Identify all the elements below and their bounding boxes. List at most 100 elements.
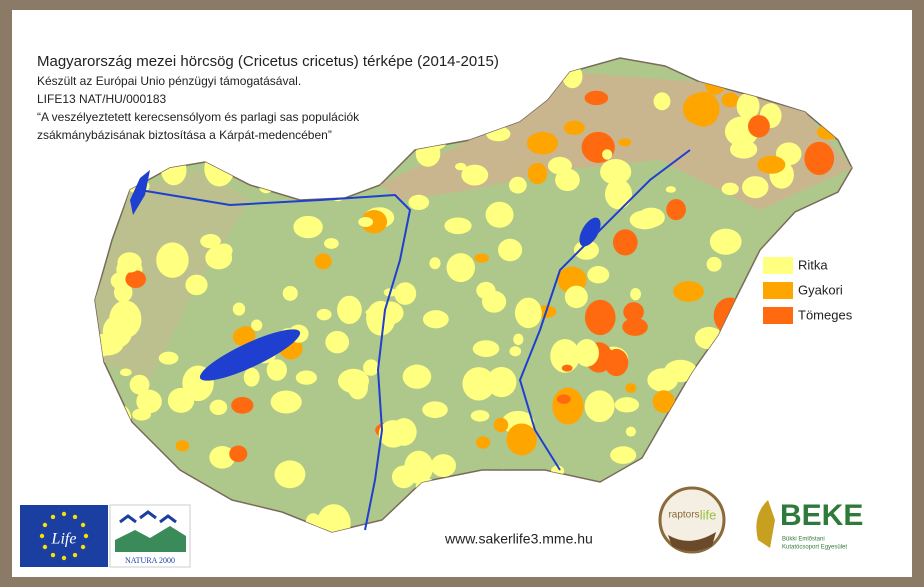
eu-star <box>80 544 86 550</box>
occurrence-area <box>430 454 456 478</box>
occurrence-area <box>378 420 408 448</box>
occurrence-area <box>555 168 580 192</box>
occurrence-area <box>706 256 722 272</box>
occurrence-area <box>757 155 786 174</box>
legend-label: Ritka <box>798 257 828 272</box>
occurrence-area <box>604 178 633 210</box>
tisza <box>518 149 691 471</box>
occurrence-area <box>120 368 132 377</box>
natura-birds <box>119 510 177 524</box>
subtitle-line: LIFE13 NAT/HU/000183 <box>37 92 167 106</box>
raptors-logo <box>658 486 726 554</box>
legend-label: Gyakori <box>798 282 843 297</box>
occurrence-area <box>209 445 236 469</box>
subtitle-line: zsákmánybázisának biztosítása a Kárpát-m… <box>37 128 332 142</box>
beke-text: BEKE <box>780 499 863 532</box>
occurrence-area <box>200 234 221 249</box>
occurrence-area <box>361 209 388 234</box>
occurrence-area <box>493 417 509 433</box>
occurrence-area <box>175 440 190 452</box>
occurrence-area <box>429 257 441 270</box>
occurrence-area <box>132 408 151 421</box>
eu-star <box>61 511 67 517</box>
eu-star <box>72 552 78 558</box>
occurrence-area <box>709 228 742 255</box>
occurrence-area <box>600 159 632 185</box>
life-logo-text: Life <box>51 531 77 548</box>
eu-star <box>80 522 86 528</box>
occurrence-area <box>804 141 835 176</box>
occurrence-area <box>564 285 588 309</box>
occurrence-area <box>347 375 368 400</box>
occurrence-area <box>687 91 720 127</box>
occurrence-area <box>584 299 616 336</box>
occurrence-area <box>623 302 644 322</box>
eu-star <box>72 514 78 520</box>
occurrence-area <box>574 339 599 367</box>
occurrence-area <box>514 297 542 329</box>
occurrence-area <box>358 216 374 227</box>
occurrence-area <box>136 389 162 414</box>
occurrence-area <box>402 364 432 389</box>
beke-sub: Bükki Emlőstani <box>782 537 825 543</box>
legend-swatch <box>763 257 793 274</box>
occurrence-area <box>653 92 671 111</box>
occurrence-area <box>316 308 332 321</box>
occurrence-area <box>610 446 637 464</box>
subtitle: Készült az Európai Unio pénzügyi támogat… <box>37 74 360 142</box>
occurrence-area <box>721 92 739 108</box>
occurrence-area <box>113 282 133 303</box>
occurrence-area <box>324 238 339 249</box>
occurrence-area <box>509 346 522 357</box>
occurrence-area <box>129 374 150 395</box>
occurrence-area <box>167 387 195 413</box>
subtitle-line: “A veszélyeztetett kerecsensólyom és par… <box>37 110 360 124</box>
occurrence-area <box>747 115 770 138</box>
occurrence-area <box>232 302 246 316</box>
occurrence-area <box>629 210 661 230</box>
occurrence-area <box>481 290 507 313</box>
occurrence-area <box>556 394 571 405</box>
occurrence-area <box>408 194 430 211</box>
occurrence-area <box>508 176 527 194</box>
occurrence-area <box>314 253 332 270</box>
occurrence-area <box>472 340 500 357</box>
occurrence-area <box>665 186 676 193</box>
lake-ferto <box>130 170 150 215</box>
occurrence-area <box>455 162 467 171</box>
occurrence-area <box>527 162 548 185</box>
occurrence-area <box>366 300 396 336</box>
beke-sub: Kutatócsoport Egyesület <box>782 545 847 551</box>
occurrence-area <box>506 423 537 456</box>
occurrence-area <box>742 176 769 199</box>
eu-star <box>61 555 67 561</box>
occurrence-area <box>563 120 585 135</box>
occurrence-area <box>117 252 142 273</box>
occurrence-area <box>422 310 449 329</box>
occurrence-area <box>470 410 490 422</box>
occurrence-area <box>205 246 233 270</box>
occurrence-area <box>295 370 317 385</box>
occurrence-area <box>394 282 417 305</box>
occurrence-area <box>584 90 609 106</box>
occurrence-area <box>422 401 448 419</box>
occurrence-area <box>236 326 256 346</box>
occurrence-area <box>664 359 697 383</box>
url: www.sakerlife3.mme.hu <box>444 531 593 547</box>
occurrence-area <box>497 238 523 262</box>
occurrence-area <box>486 366 517 398</box>
occurrence-area <box>363 359 379 376</box>
occurrence-area <box>561 364 573 372</box>
occurrence-area <box>231 396 254 414</box>
danube <box>139 189 412 531</box>
occurrence-area <box>274 460 306 489</box>
occurrence-area <box>185 274 208 296</box>
occurrence-area <box>475 436 491 449</box>
occurrence-area <box>243 367 260 387</box>
natura-hills <box>115 526 186 552</box>
occurrence-area <box>316 504 351 532</box>
occurrence-area <box>513 333 524 346</box>
occurrence-area <box>158 351 179 365</box>
occurrence-area <box>614 397 640 413</box>
